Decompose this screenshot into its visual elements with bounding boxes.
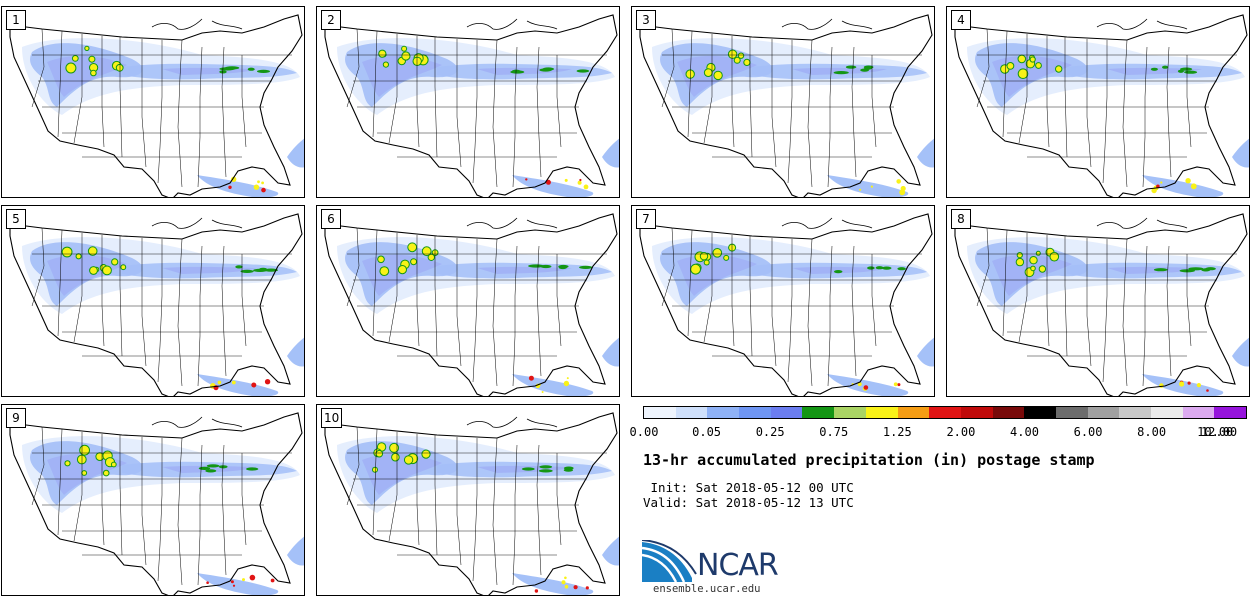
precipitation-colorbar bbox=[643, 406, 1247, 419]
colorbar-tick-label: 8.00 bbox=[1137, 425, 1167, 439]
colorbar-tick-label: 2.00 bbox=[946, 425, 976, 439]
ensemble-member-panel: 6 bbox=[316, 205, 620, 397]
precipitation-map bbox=[954, 14, 1249, 197]
colorbar-tick-label: 12.00 bbox=[1200, 425, 1238, 439]
ensemble-member-panel: 1 bbox=[1, 6, 305, 198]
precipitation-map bbox=[324, 412, 619, 595]
member-number-label: 4 bbox=[951, 10, 971, 30]
colorbar-tick-label: 4.00 bbox=[1010, 425, 1039, 439]
precipitation-map bbox=[324, 213, 619, 396]
colorbar-swatch bbox=[992, 407, 1025, 418]
logo-url: ensemble.ucar.edu bbox=[653, 583, 761, 595]
colorbar-swatch bbox=[1214, 407, 1247, 418]
init-time: Init: Sat 2018-05-12 00 UTC bbox=[643, 480, 854, 495]
ensemble-member-panel: 7 bbox=[631, 205, 935, 397]
colorbar-swatch bbox=[739, 407, 771, 418]
colorbar-swatch bbox=[707, 407, 740, 418]
precipitation-map bbox=[639, 14, 934, 197]
ensemble-member-panel: 4 bbox=[946, 6, 1250, 198]
colorbar-swatch bbox=[834, 407, 866, 418]
colorbar-swatch bbox=[644, 407, 676, 418]
ensemble-member-panel: 10 bbox=[316, 404, 620, 596]
valid-time: Valid: Sat 2018-05-12 13 UTC bbox=[643, 495, 854, 510]
colorbar-swatch bbox=[770, 407, 803, 418]
precipitation-map bbox=[954, 213, 1249, 396]
precipitation-map bbox=[9, 213, 304, 396]
colorbar-tick-label: 10.00 bbox=[1197, 425, 1234, 439]
member-number-label: 6 bbox=[321, 209, 341, 229]
member-number-label: 8 bbox=[951, 209, 971, 229]
colorbar-swatch bbox=[960, 407, 993, 418]
colorbar-swatch bbox=[865, 407, 898, 418]
logo-text: NCAR bbox=[697, 548, 779, 583]
member-number-label: 2 bbox=[321, 10, 341, 30]
colorbar-swatch bbox=[929, 407, 961, 418]
precipitation-map bbox=[9, 14, 304, 197]
colorbar-swatch bbox=[1151, 407, 1183, 418]
colorbar-swatch bbox=[675, 407, 708, 418]
figure-title: 13-hr accumulated precipitation (in) pos… bbox=[643, 451, 1095, 469]
colorbar-tick-label: 1.25 bbox=[882, 425, 912, 439]
colorbar-swatch bbox=[1182, 407, 1215, 418]
colorbar-swatch bbox=[1119, 407, 1151, 418]
colorbar-swatch bbox=[802, 407, 835, 418]
member-number-label: 9 bbox=[6, 408, 26, 428]
ensemble-member-panel: 5 bbox=[1, 205, 305, 397]
precipitation-map bbox=[9, 412, 304, 595]
colorbar-tick-label: 0.25 bbox=[755, 425, 785, 439]
colorbar-swatch bbox=[897, 407, 930, 418]
member-number-label: 7 bbox=[636, 209, 656, 229]
ensemble-member-panel: 8 bbox=[946, 205, 1250, 397]
ncar-logo-icon bbox=[642, 540, 697, 582]
precipitation-map bbox=[324, 14, 619, 197]
member-number-label: 3 bbox=[636, 10, 656, 30]
precipitation-map bbox=[639, 213, 934, 396]
colorbar-swatch bbox=[1055, 407, 1088, 418]
colorbar-tick-label: 0.05 bbox=[692, 425, 722, 439]
colorbar-swatch bbox=[1087, 407, 1120, 418]
ensemble-member-panel: 2 bbox=[316, 6, 620, 198]
member-number-label: 5 bbox=[6, 209, 26, 229]
colorbar-tick-label: 6.00 bbox=[1073, 425, 1103, 439]
ensemble-member-panel: 9 bbox=[1, 404, 305, 596]
member-number-label: 10 bbox=[321, 408, 343, 428]
member-number-label: 1 bbox=[6, 10, 26, 30]
colorbar-tick-label: 0.75 bbox=[819, 425, 849, 439]
colorbar-swatch bbox=[1024, 407, 1056, 418]
colorbar-tick-label: 0.00 bbox=[629, 425, 659, 439]
ensemble-member-panel: 3 bbox=[631, 6, 935, 198]
